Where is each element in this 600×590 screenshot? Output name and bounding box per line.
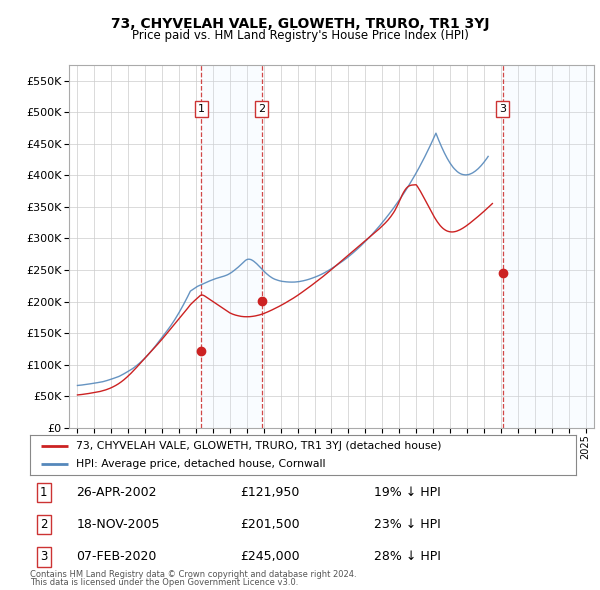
Text: 2: 2 xyxy=(258,104,265,114)
Text: £121,950: £121,950 xyxy=(240,486,299,499)
Bar xyxy=(202,65,262,428)
Bar xyxy=(503,65,594,428)
Text: 19% ↓ HPI: 19% ↓ HPI xyxy=(374,486,441,499)
Text: 18-NOV-2005: 18-NOV-2005 xyxy=(76,518,160,531)
Text: Price paid vs. HM Land Registry's House Price Index (HPI): Price paid vs. HM Land Registry's House … xyxy=(131,30,469,42)
Text: 3: 3 xyxy=(40,550,47,563)
Text: £201,500: £201,500 xyxy=(240,518,300,531)
Text: Contains HM Land Registry data © Crown copyright and database right 2024.: Contains HM Land Registry data © Crown c… xyxy=(30,571,356,579)
Text: 1: 1 xyxy=(198,104,205,114)
Text: 2: 2 xyxy=(40,518,47,531)
Text: 23% ↓ HPI: 23% ↓ HPI xyxy=(374,518,441,531)
Text: This data is licensed under the Open Government Licence v3.0.: This data is licensed under the Open Gov… xyxy=(30,578,298,587)
Text: £245,000: £245,000 xyxy=(240,550,300,563)
Text: 3: 3 xyxy=(499,104,506,114)
Text: 28% ↓ HPI: 28% ↓ HPI xyxy=(374,550,441,563)
Text: 73, CHYVELAH VALE, GLOWETH, TRURO, TR1 3YJ (detached house): 73, CHYVELAH VALE, GLOWETH, TRURO, TR1 3… xyxy=(76,441,442,451)
Text: 26-APR-2002: 26-APR-2002 xyxy=(76,486,157,499)
Text: 07-FEB-2020: 07-FEB-2020 xyxy=(76,550,157,563)
Text: 1: 1 xyxy=(40,486,47,499)
Text: HPI: Average price, detached house, Cornwall: HPI: Average price, detached house, Corn… xyxy=(76,459,326,469)
Text: 73, CHYVELAH VALE, GLOWETH, TRURO, TR1 3YJ: 73, CHYVELAH VALE, GLOWETH, TRURO, TR1 3… xyxy=(111,17,489,31)
